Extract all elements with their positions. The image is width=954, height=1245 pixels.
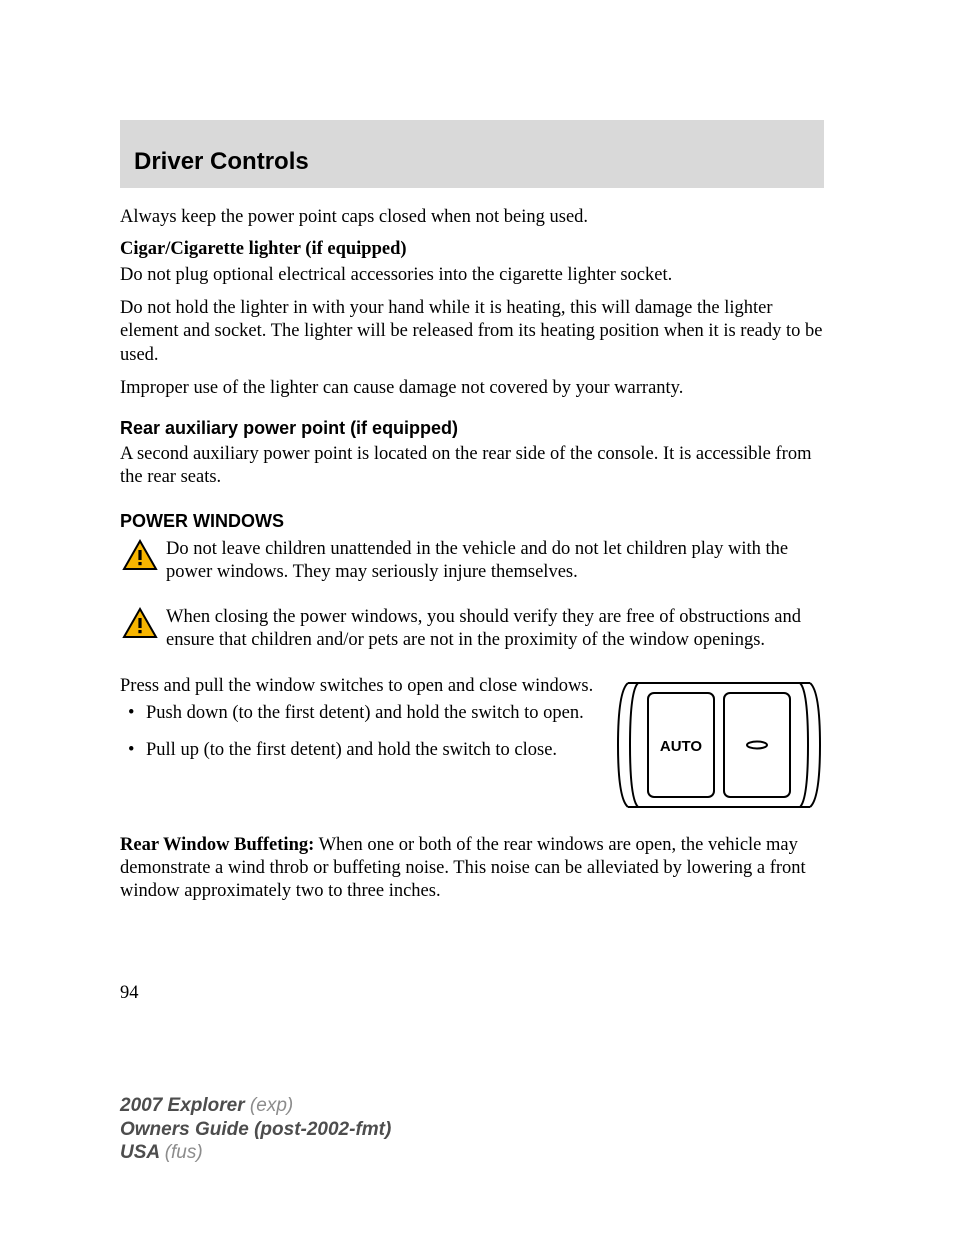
buffeting-lead: Rear Window Buffeting: bbox=[120, 835, 314, 855]
cigar-p2: Do not hold the lighter in with your han… bbox=[120, 297, 824, 366]
footer-vehicle-code: (exp) bbox=[250, 1095, 293, 1116]
warning-box-1: Do not leave children unattended in the … bbox=[120, 538, 824, 584]
footer-region: USA bbox=[120, 1142, 165, 1163]
cigar-heading: Cigar/Cigarette lighter (if equipped) bbox=[120, 239, 824, 260]
footer-line-1: 2007 Explorer (exp) bbox=[120, 1094, 824, 1118]
windows-instruction: Press and pull the window switches to op… bbox=[120, 675, 594, 698]
footer-line-2: Owners Guide (post-2002-fmt) bbox=[120, 1118, 824, 1142]
warning-1-text: Do not leave children unattended in the … bbox=[166, 539, 788, 582]
rear-aux-heading: Rear auxiliary power point (if equipped) bbox=[120, 418, 824, 439]
section-header-bar: Driver Controls bbox=[120, 120, 824, 188]
section-title: Driver Controls bbox=[134, 148, 810, 176]
page-number: 94 bbox=[120, 983, 824, 1004]
cigar-p3: Improper use of the lighter can cause da… bbox=[120, 377, 824, 400]
document-page: Driver Controls Always keep the power po… bbox=[0, 0, 954, 1245]
warning-icon bbox=[122, 607, 158, 646]
warning-box-2: When closing the power windows, you shou… bbox=[120, 606, 824, 652]
list-item: Pull up (to the first detent) and hold t… bbox=[146, 739, 594, 762]
cigar-p1: Do not plug optional electrical accessor… bbox=[120, 264, 824, 287]
windows-instruction-row: Press and pull the window switches to op… bbox=[120, 675, 824, 820]
power-windows-heading: POWER WINDOWS bbox=[120, 511, 824, 532]
intro-paragraph: Always keep the power point caps closed … bbox=[120, 206, 824, 229]
warning-icon bbox=[122, 539, 158, 578]
switch-auto-label: AUTO bbox=[660, 738, 703, 755]
rear-aux-p1: A second auxiliary power point is locate… bbox=[120, 443, 824, 489]
window-switch-figure: AUTO bbox=[614, 675, 824, 820]
footer-region-code: (fus) bbox=[165, 1142, 203, 1163]
warning-2-text: When closing the power windows, you shou… bbox=[166, 607, 801, 650]
footer-vehicle: 2007 Explorer bbox=[120, 1095, 250, 1116]
windows-bullet-list: Push down (to the first detent) and hold… bbox=[120, 702, 594, 762]
document-footer: 2007 Explorer (exp) Owners Guide (post-2… bbox=[120, 1094, 824, 1165]
footer-guide: Owners Guide (post-2002-fmt) bbox=[120, 1119, 391, 1140]
buffeting-paragraph: Rear Window Buffeting: When one or both … bbox=[120, 834, 824, 903]
list-item: Push down (to the first detent) and hold… bbox=[146, 702, 594, 725]
footer-line-3: USA (fus) bbox=[120, 1141, 824, 1165]
windows-text-column: Press and pull the window switches to op… bbox=[120, 675, 594, 776]
